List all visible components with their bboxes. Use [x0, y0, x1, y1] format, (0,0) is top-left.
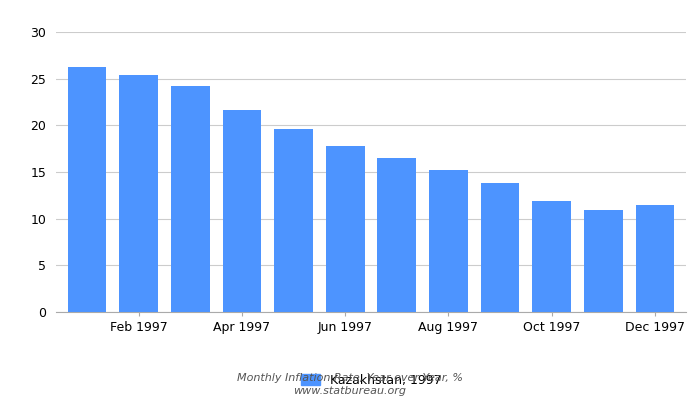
- Bar: [377, 158, 416, 312]
- Bar: [171, 86, 209, 312]
- Bar: [274, 129, 313, 312]
- Bar: [223, 110, 261, 312]
- Legend: Kazakhstan, 1997: Kazakhstan, 1997: [296, 369, 446, 392]
- Text: www.statbureau.org: www.statbureau.org: [293, 386, 407, 396]
- Bar: [584, 210, 623, 312]
- Text: Monthly Inflation Rate, Year over Year, %: Monthly Inflation Rate, Year over Year, …: [237, 373, 463, 383]
- Bar: [636, 205, 674, 312]
- Bar: [68, 66, 106, 312]
- Bar: [533, 201, 571, 312]
- Bar: [481, 183, 519, 312]
- Bar: [326, 146, 365, 312]
- Bar: [119, 75, 158, 312]
- Bar: [429, 170, 468, 312]
